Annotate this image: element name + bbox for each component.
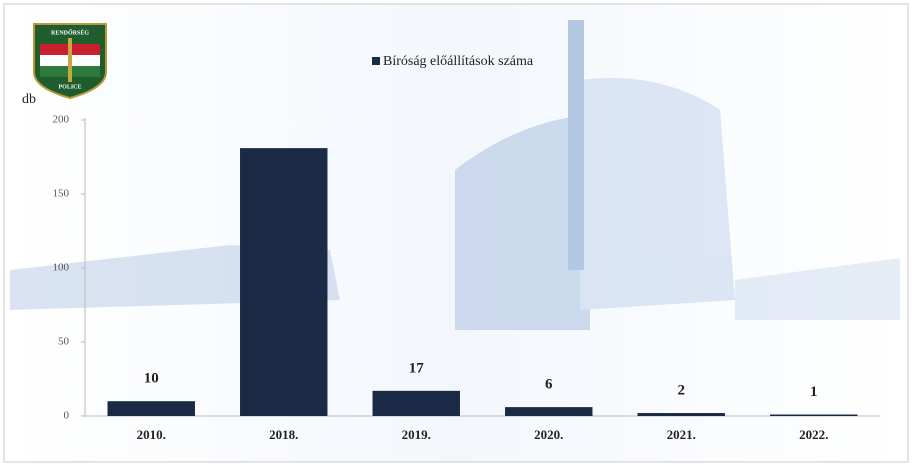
- y-tick-label: 200: [53, 114, 70, 126]
- y-tick-label: 50: [58, 336, 70, 348]
- logo-top: RENDŐRSÉG: [51, 28, 89, 36]
- bar: [505, 407, 593, 416]
- logo: RENDŐRSÉG POLICE: [33, 23, 107, 100]
- data-label: 17: [409, 360, 425, 376]
- bar: [372, 390, 460, 416]
- x-tick-label: 2020.: [534, 427, 563, 442]
- bar: [240, 148, 328, 416]
- x-tick-label: 2018.: [269, 427, 298, 442]
- data-label: 6: [545, 377, 553, 393]
- x-tick-label: 2019.: [402, 427, 431, 442]
- data-label: 10: [144, 371, 159, 387]
- y-tick-label: 0: [64, 410, 70, 422]
- x-tick-label: 2021.: [667, 427, 696, 442]
- logo-bottom: POLICE: [58, 84, 81, 90]
- data-label: 2: [678, 382, 686, 398]
- x-tick-label: 2010.: [137, 427, 166, 442]
- bar: [637, 413, 725, 416]
- legend-label: Bíróság előállítások száma: [383, 54, 534, 69]
- legend-swatch: [372, 57, 380, 65]
- y-tick-label: 100: [53, 262, 70, 274]
- data-label: 1: [810, 384, 818, 400]
- bar: [107, 401, 195, 416]
- y-axis-label: db: [22, 92, 36, 107]
- bar: [770, 414, 858, 416]
- y-tick-label: 150: [53, 188, 70, 200]
- x-tick-label: 2022.: [799, 427, 828, 442]
